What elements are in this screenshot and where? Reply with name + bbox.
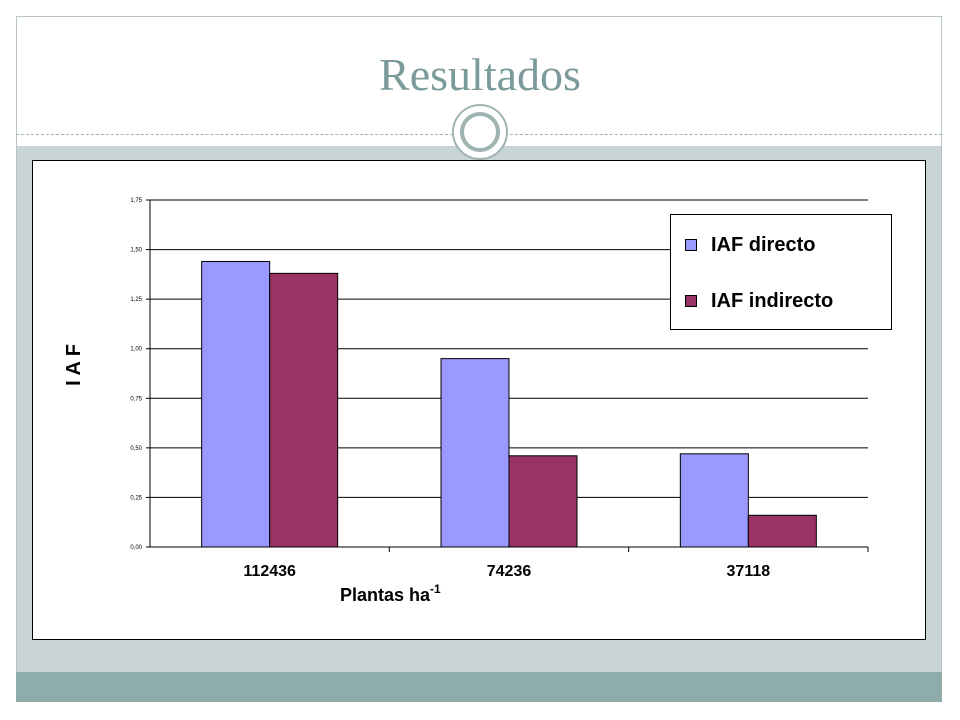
bottom-band-fill: [17, 640, 941, 672]
x-tick-label: 74236: [487, 563, 532, 580]
x-axis-label: Plantas ha-1: [340, 582, 441, 605]
chart-legend: IAF directo IAF indirecto: [670, 214, 892, 330]
x-tick-label: 112436: [243, 563, 296, 580]
x-axis-label-superscript: -1: [430, 582, 441, 596]
right-band-fill: [926, 146, 941, 672]
left-band-fill: [17, 146, 32, 672]
decorative-ring-icon: [452, 104, 508, 160]
y-tick-label: 0,00: [130, 545, 142, 551]
y-axis-label: I A F: [63, 344, 85, 386]
footer-band: [16, 672, 942, 702]
y-tick-label: 1,75: [130, 198, 142, 204]
x-tick-label: 37118: [727, 563, 771, 580]
bar: [269, 272, 339, 548]
bar: [747, 514, 817, 548]
bar: [508, 455, 578, 548]
y-tick-label: 0,75: [130, 396, 142, 402]
y-tick-label: 0,25: [130, 495, 142, 501]
y-tick-label: 0,50: [130, 446, 142, 452]
legend-label-indirecto: IAF indirecto: [711, 289, 834, 312]
legend-label-directo: IAF directo: [711, 233, 816, 256]
y-tick-label: 1,50: [130, 248, 142, 254]
slide-title: Resultados: [379, 49, 581, 100]
y-tick-label: 1,00: [130, 347, 142, 353]
bar: [201, 260, 271, 548]
legend-swatch-indirecto: [685, 295, 697, 307]
legend-entry-indirecto: IAF indirecto: [685, 289, 833, 313]
bar: [440, 358, 510, 548]
bar: [679, 453, 749, 548]
legend-swatch-directo: [685, 239, 697, 251]
legend-entry-directo: IAF directo: [685, 233, 815, 257]
y-tick-label: 1,25: [130, 297, 142, 303]
